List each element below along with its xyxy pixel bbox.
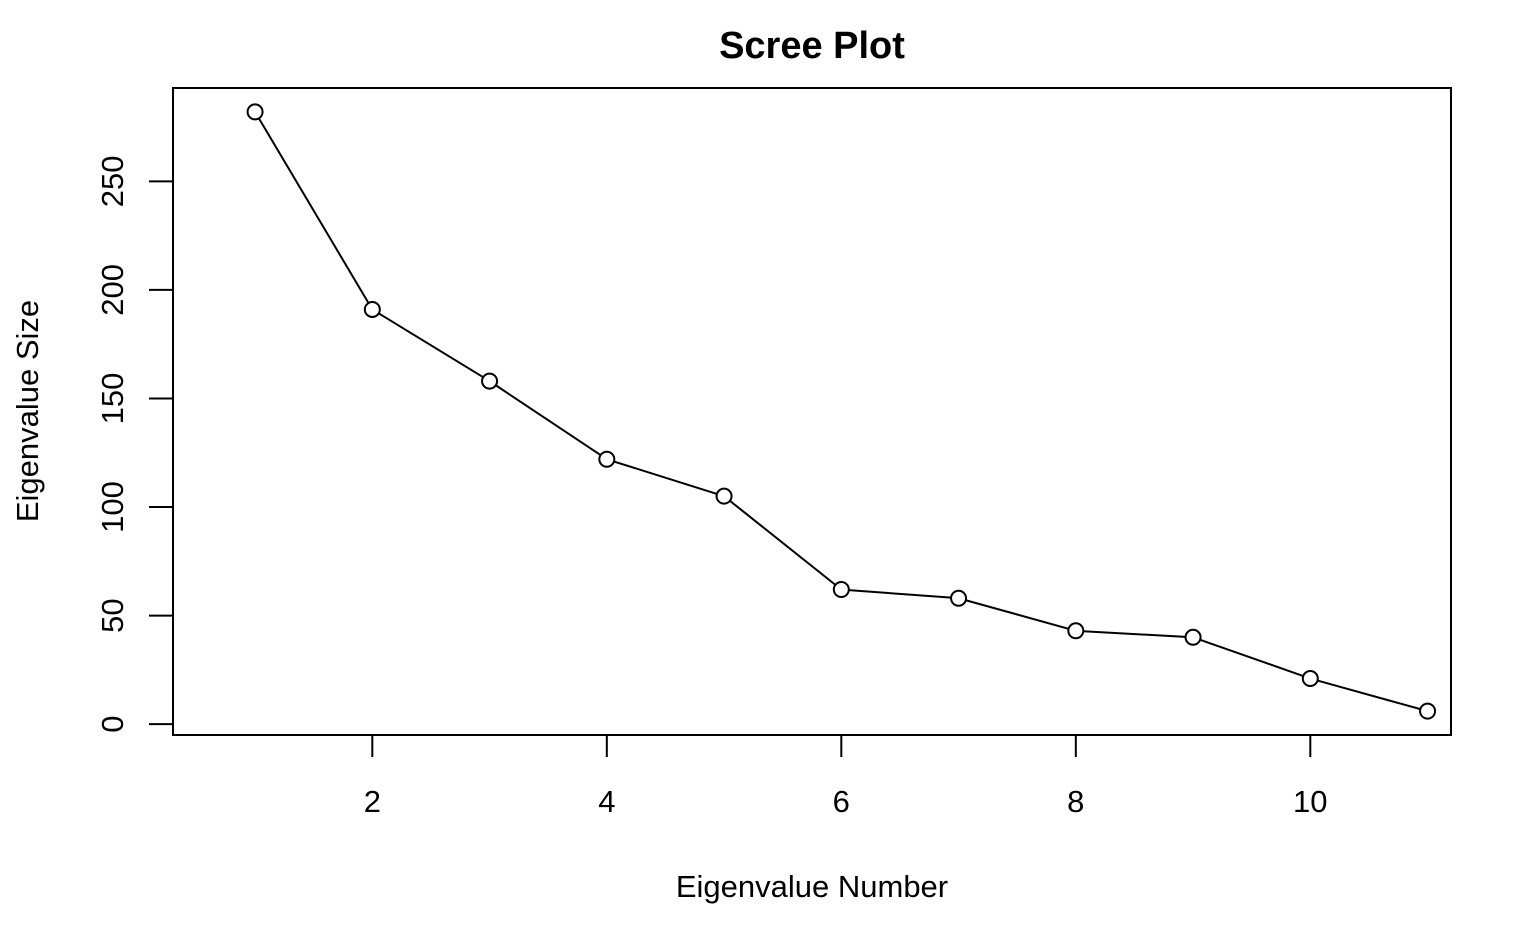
x-axis-label: Eigenvalue Number: [676, 869, 948, 904]
data-series: [246, 103, 1437, 720]
data-point-1: [246, 103, 264, 121]
series-segment-8: [1083, 630, 1186, 638]
y-axis-label: Eigenvalue Size: [10, 300, 45, 522]
y-tick-label-50: 50: [95, 598, 130, 632]
data-point-8: [1067, 622, 1085, 640]
data-point-5: [715, 487, 733, 505]
data-point-2: [363, 300, 381, 318]
series-segment-9: [1199, 638, 1304, 678]
data-point-9: [1184, 628, 1202, 646]
data-point-4: [598, 450, 616, 468]
series-segment-10: [1317, 679, 1421, 711]
series-segment-4: [613, 460, 718, 495]
data-point-3: [481, 372, 499, 390]
series-segment-7: [965, 599, 1069, 630]
series-segment-1: [258, 117, 370, 304]
y-tick-label-250: 250: [95, 155, 130, 207]
series-segment-6: [848, 589, 952, 599]
series-segment-2: [378, 312, 484, 379]
plot-frame: [172, 87, 1452, 736]
y-tick-label-100: 100: [95, 481, 130, 533]
x-tick-label-2: 2: [364, 784, 381, 819]
chart-title: Scree Plot: [719, 25, 905, 67]
y-tick-label-0: 0: [95, 716, 130, 733]
y-tick-label-150: 150: [95, 373, 130, 425]
data-point-10: [1301, 670, 1319, 688]
data-point-7: [950, 589, 968, 607]
x-tick-label-10: 10: [1293, 784, 1327, 819]
data-point-6: [832, 581, 850, 599]
x-axis: 2 4 6 8 10: [364, 735, 1328, 819]
x-tick-label-6: 6: [833, 784, 850, 819]
data-point-11: [1419, 702, 1437, 720]
y-tick-label-200: 200: [95, 264, 130, 316]
x-tick-label-8: 8: [1067, 784, 1084, 819]
series-segment-5: [729, 500, 837, 586]
y-axis: 0 50 100 150 200 250: [95, 155, 173, 733]
series-segment-3: [495, 384, 602, 456]
x-tick-label-4: 4: [598, 784, 615, 819]
